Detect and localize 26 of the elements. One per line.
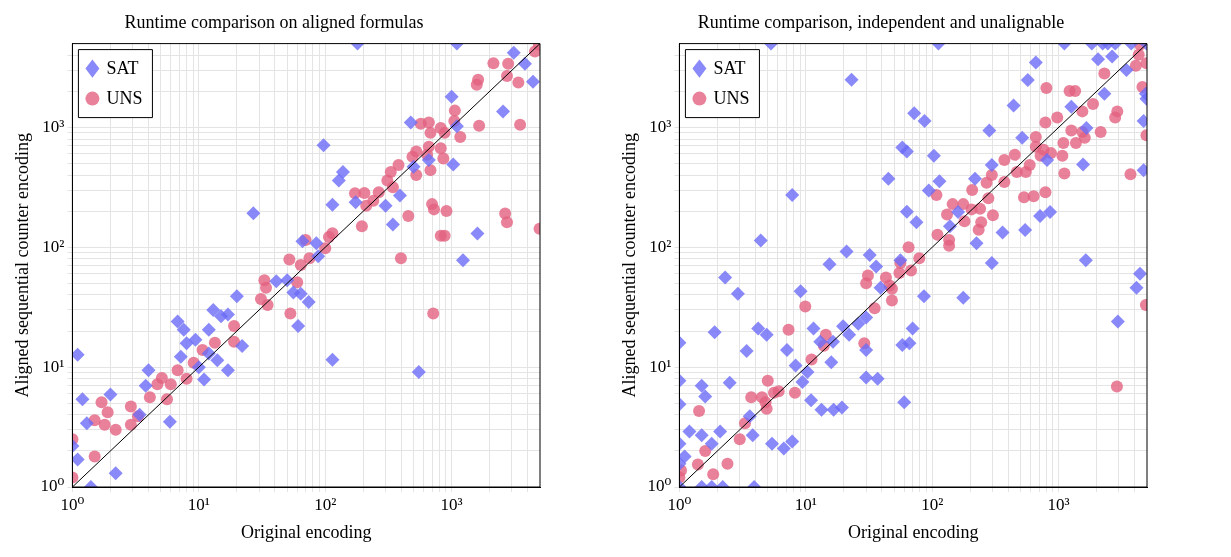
x-axis-title: Original encoding [240,521,372,542]
chart-title: Runtime comparison, independent and unalignable [697,11,1065,32]
legend-label: UNS [713,88,750,109]
y-tick-label: 10² [649,236,672,256]
legend-label: SAT [106,58,139,79]
y-tick-label: 10⁰ [647,476,672,496]
y-axis-title: Aligned sequential counter encoding [618,133,639,398]
x-axis-title: Original encoding [847,521,979,542]
x-tick-label: 10³ [1047,494,1070,514]
x-tick-label: 10² [921,494,944,514]
y-tick-label: 10¹ [42,356,65,376]
y-tick-label: 10³ [42,116,65,136]
x-tick-label: 10¹ [794,494,817,514]
y-axis-title: Aligned sequential counter encoding [11,133,32,398]
x-tick-label: 10⁰ [667,494,692,514]
y-tick-label: 10¹ [649,356,672,376]
y-tick-label: 10² [42,236,65,256]
y-tick-label: 10⁰ [40,476,65,496]
x-tick-label: 10⁰ [60,494,85,514]
x-tick-label: 10¹ [187,494,210,514]
chart-title: Runtime comparison on aligned formulas [124,11,424,32]
legend-label: UNS [106,88,143,109]
x-tick-label: 10³ [440,494,463,514]
legend-label: SAT [713,58,746,79]
x-tick-label: 10² [314,494,337,514]
y-tick-label: 10³ [649,116,672,136]
